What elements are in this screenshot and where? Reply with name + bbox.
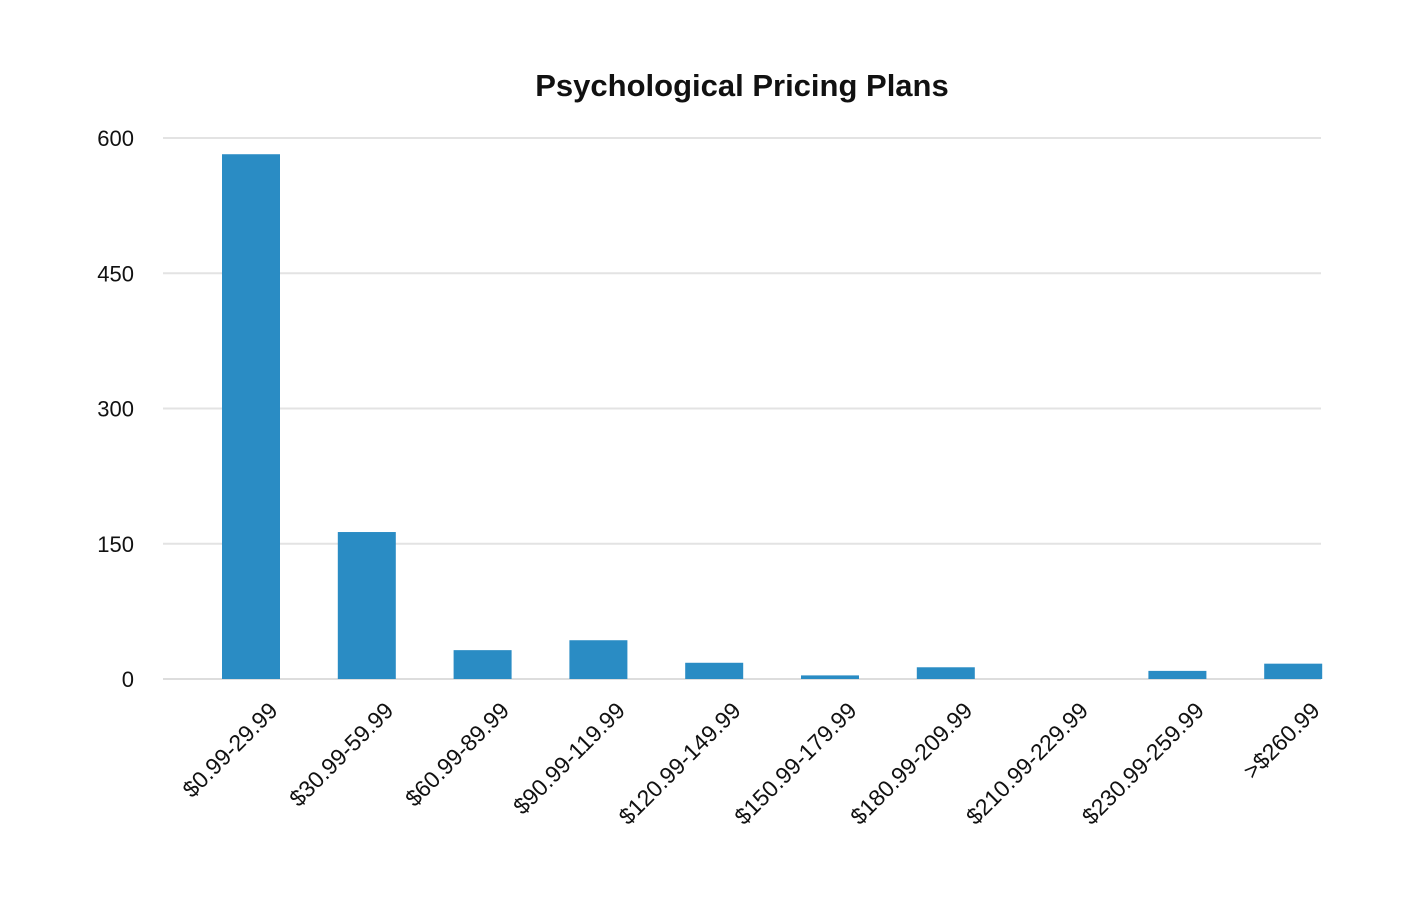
bar-8 — [1148, 670, 1207, 679]
bar-5 — [801, 675, 859, 679]
y-tick-label: 0 — [122, 667, 134, 692]
x-tick-label: $0.99-29.99 — [177, 697, 282, 802]
x-tick-label: $230.99-259.99 — [1077, 697, 1209, 829]
x-tick-label: $120.99-149.99 — [613, 697, 745, 829]
x-tick-label: $210.99-229.99 — [961, 697, 1093, 829]
x-axis-labels: $0.99-29.99 $30.99-59.99 $60.99-89.99$90.9… — [177, 697, 1324, 829]
x-tick-label: $60.99-89.99 — [400, 697, 514, 811]
grid-lines — [163, 137, 1321, 680]
bar-9 — [1264, 663, 1323, 679]
y-axis-ticks: 0 150 300 450 600 — [97, 126, 134, 692]
y-tick-label: 450 — [97, 261, 134, 286]
x-tick-label: $150.99-179.99 — [729, 697, 861, 829]
y-tick-label: 600 — [97, 126, 134, 151]
x-tick-label: $90.99-119.99 — [508, 697, 630, 819]
x-tick-label: $30.99-59.99 — [284, 697, 398, 811]
bar-3 — [569, 640, 628, 679]
chart-title: Psychological Pricing Plans — [535, 68, 949, 103]
bar-1 — [337, 532, 396, 679]
x-tick-label: >$260.99 — [1238, 697, 1325, 784]
bar-2 — [453, 650, 512, 679]
bar-0 — [222, 154, 280, 680]
y-tick-label: 300 — [97, 397, 134, 422]
x-tick-label: $180.99-209.99 — [845, 697, 977, 829]
bar-6 — [916, 667, 975, 679]
bars — [222, 154, 1323, 680]
bar-4 — [685, 662, 744, 679]
y-tick-label: 150 — [97, 532, 134, 557]
